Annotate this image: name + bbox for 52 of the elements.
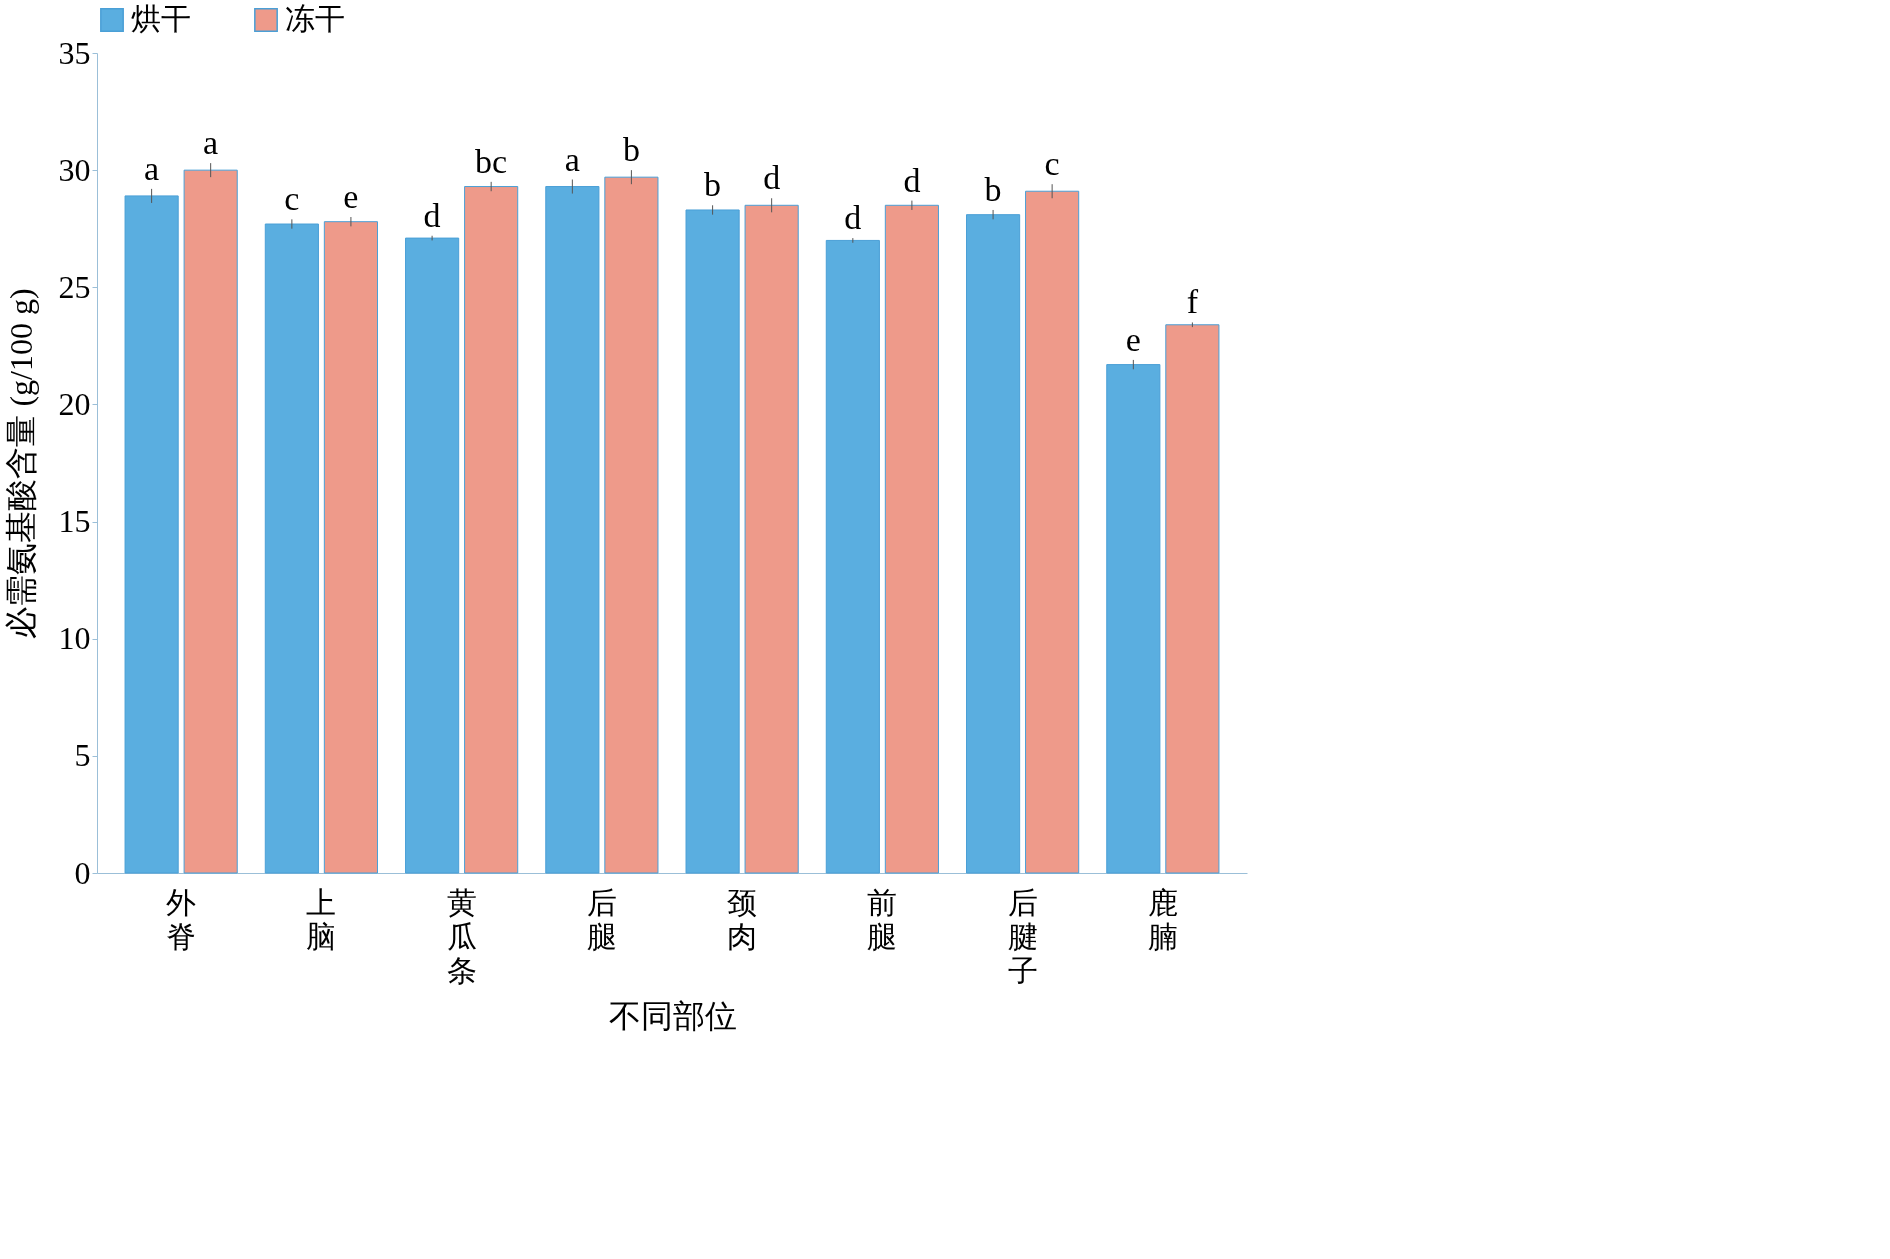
y-axis-title: 必需氨基酸含量 (g/100 g) [2, 288, 39, 639]
bar [966, 214, 1021, 874]
bar [685, 209, 740, 874]
y-tick-label: 30 [58, 151, 91, 188]
data-label: a [144, 149, 160, 187]
data-label: e [343, 178, 359, 215]
data-label: a [564, 140, 580, 178]
data-label: f [1186, 283, 1199, 321]
y-tick-label: 15 [58, 503, 91, 540]
bar [884, 204, 939, 874]
x-tick-label: 后腱子 [1007, 885, 1038, 987]
data-label: b [984, 170, 1002, 208]
data-label: d [844, 199, 862, 237]
bar [1165, 324, 1220, 874]
bar [744, 204, 799, 874]
x-tick-label: 鹿腩 [1147, 885, 1178, 953]
data-label: b [704, 166, 722, 204]
bar [124, 195, 179, 874]
data-label: d [423, 196, 441, 234]
data-label: bc [475, 142, 508, 180]
x-tick-label: 后腿 [586, 885, 617, 953]
bar [464, 186, 519, 874]
data-label: c [284, 180, 300, 218]
data-label: b [622, 131, 640, 169]
data-label: d [763, 159, 781, 197]
y-tick-label: 10 [58, 620, 91, 657]
x-tick-label: 上脑 [306, 885, 337, 953]
bar [825, 239, 880, 874]
bar [604, 176, 659, 874]
x-axis-title: 不同部位 [608, 997, 737, 1034]
bar [545, 186, 600, 874]
bar [1025, 190, 1080, 874]
x-tick-label: 前腿 [867, 885, 898, 953]
data-label: a [203, 124, 219, 162]
data-label: c [1044, 145, 1060, 183]
bar [1106, 364, 1161, 874]
legend-label: 烘干 [131, 2, 191, 35]
legend-label: 冻干 [285, 2, 345, 35]
y-tick-label: 20 [58, 385, 91, 422]
bar [264, 223, 319, 874]
x-tick-label: 颈肉 [727, 885, 758, 953]
y-tick-label: 0 [74, 854, 91, 891]
bar [405, 237, 460, 874]
y-tick-label: 35 [58, 34, 91, 71]
data-label: e [1125, 320, 1141, 358]
y-tick-label: 5 [74, 737, 91, 774]
x-tick-label: 外脊 [166, 885, 197, 953]
bar [323, 221, 378, 874]
y-tick-label: 25 [58, 268, 91, 305]
x-tick-label: 黄瓜条 [446, 885, 477, 987]
data-label: d [903, 161, 921, 199]
bar [183, 169, 238, 874]
